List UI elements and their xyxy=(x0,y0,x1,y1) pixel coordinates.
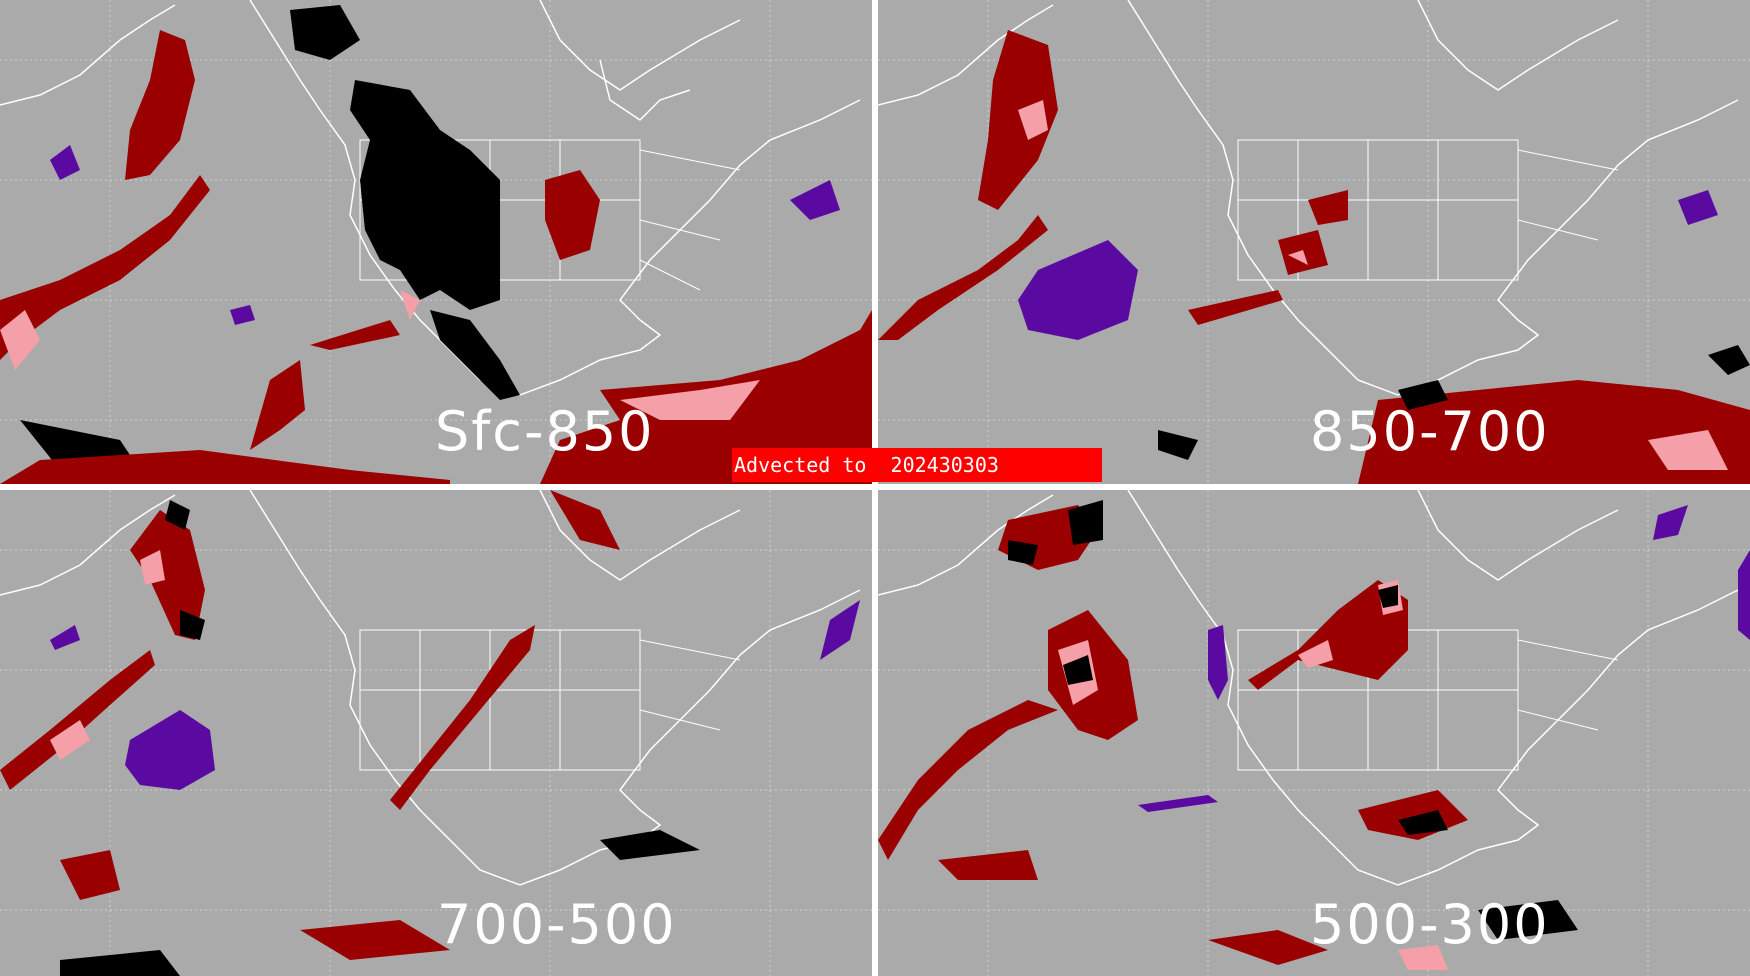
panel-sfc-850-map xyxy=(0,0,872,484)
moisture-black xyxy=(1158,345,1750,460)
moisture-pink xyxy=(0,290,760,420)
moisture-dark-red xyxy=(0,490,620,960)
panel-500-300-map xyxy=(878,490,1750,976)
moisture-purple xyxy=(1018,190,1718,340)
moisture-pink xyxy=(1018,100,1728,470)
moisture-pink xyxy=(50,550,165,760)
coastlines xyxy=(0,490,861,886)
moisture-purple xyxy=(1138,505,1750,812)
grid-lines xyxy=(0,490,872,976)
panel-700-500: 700-500 xyxy=(0,490,872,976)
panel-label-850-700: 850-700 xyxy=(1310,400,1550,463)
moisture-purple xyxy=(50,600,860,790)
panel-sfc-850: Sfc-850 xyxy=(0,0,872,484)
moisture-purple xyxy=(50,145,840,325)
moisture-black xyxy=(60,500,700,976)
banner-spacer xyxy=(866,453,890,477)
panel-label-sfc-850: Sfc-850 xyxy=(435,400,655,463)
panel-500-300: 500-300 xyxy=(878,490,1750,976)
banner-date: 202430303 xyxy=(890,453,999,477)
coastlines xyxy=(0,0,861,396)
coastlines xyxy=(878,490,1739,886)
moisture-dark-red xyxy=(878,30,1750,484)
panel-700-500-map xyxy=(0,490,872,976)
panel-850-700: 850-700 xyxy=(878,0,1750,484)
state-borders xyxy=(359,629,741,771)
panel-label-700-500: 700-500 xyxy=(437,893,677,956)
advection-date-banner: Advected to 202430303 xyxy=(732,448,1102,482)
banner-prefix: Advected to xyxy=(734,453,867,477)
panel-850-700-map xyxy=(878,0,1750,484)
panel-label-500-300: 500-300 xyxy=(1310,893,1550,956)
moisture-black xyxy=(1008,500,1578,940)
